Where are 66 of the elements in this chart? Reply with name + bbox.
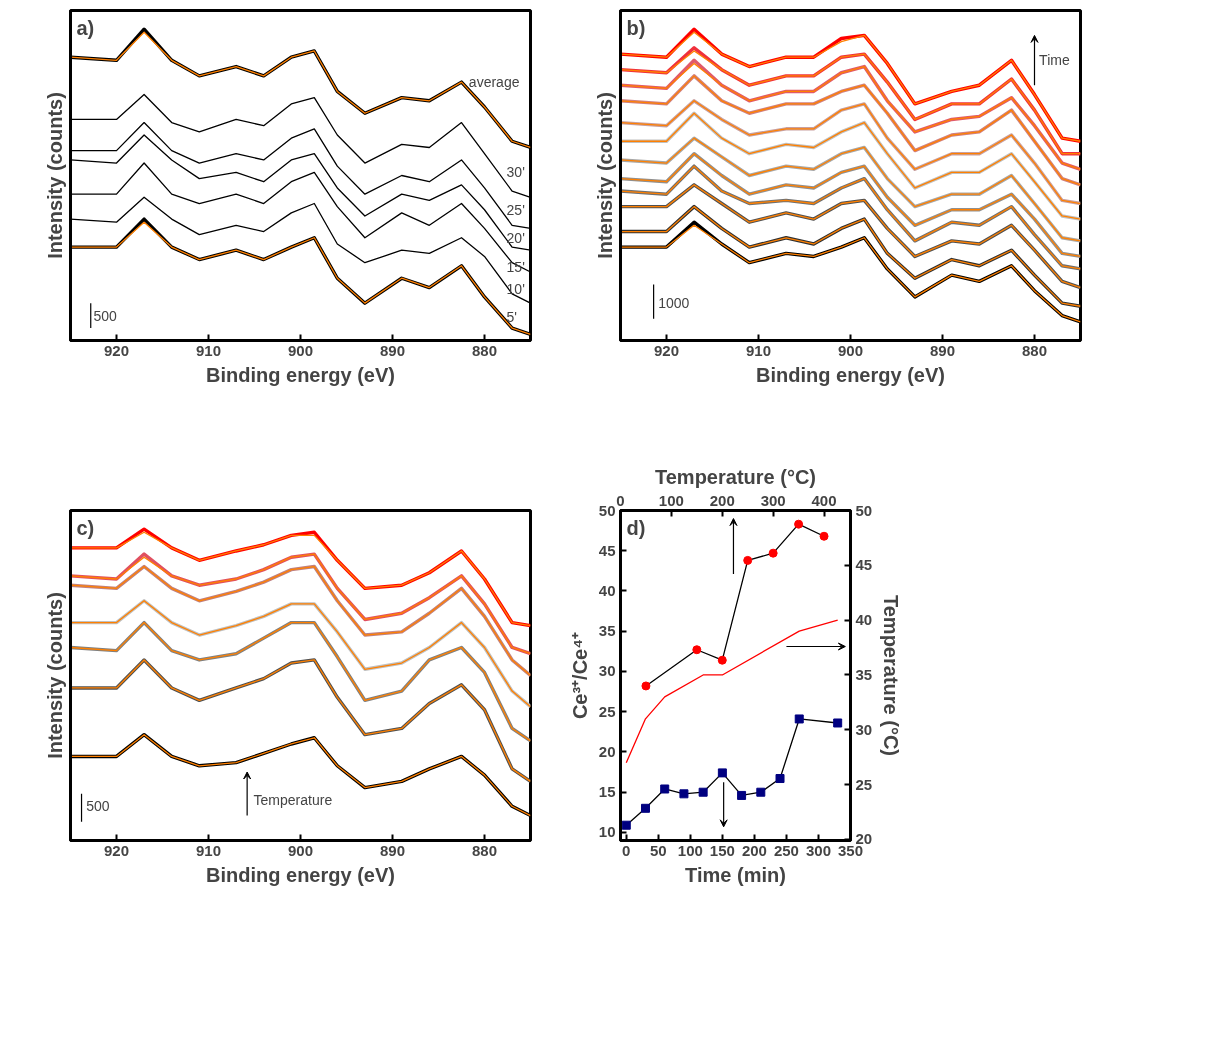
annotation: 5' <box>506 309 518 326</box>
x-tick-label: 300 <box>805 841 831 859</box>
annotation: 500 <box>93 307 118 324</box>
y-tick-label: 45 <box>598 541 616 559</box>
annotation: Time <box>1039 52 1070 69</box>
x-tick-label: 920 <box>103 841 130 859</box>
x-tick-label: 880 <box>471 341 498 359</box>
chart-title: d) <box>626 516 646 539</box>
annotation: average <box>468 74 520 91</box>
x-tick-label: 890 <box>929 341 956 359</box>
y-tick-label: 30 <box>598 662 616 680</box>
x2-tick-label: 400 <box>811 491 837 509</box>
x-tick-label: 150 <box>709 841 735 859</box>
x2-axis-title: Temperature (°C) <box>655 465 817 488</box>
x-tick-label: 880 <box>1021 341 1048 359</box>
y2-tick-label: 50 <box>855 501 873 519</box>
y-tick-label: 50 <box>598 501 616 519</box>
x-tick-label: 900 <box>287 841 314 859</box>
x-tick-label: 910 <box>745 341 772 359</box>
y2-tick-label: 40 <box>855 611 873 629</box>
x-tick-label: 920 <box>653 341 680 359</box>
annotation: 1000 <box>658 295 690 312</box>
annotation: 30' <box>506 164 525 181</box>
y-tick-label: 35 <box>598 622 616 640</box>
y-axis-title: Intensity (counts) <box>43 592 66 759</box>
x-tick-label: 250 <box>773 841 799 859</box>
x-axis-title: Binding energy (eV) <box>206 363 395 386</box>
x-tick-label: 910 <box>195 841 222 859</box>
annotation: 500 <box>86 798 110 815</box>
y-axis-title: Intensity (counts) <box>43 92 66 259</box>
x2-tick-label: 200 <box>709 491 735 509</box>
chart-title: c) <box>76 516 95 539</box>
x-axis-title: Binding energy (eV) <box>206 863 395 886</box>
x-tick-label: 880 <box>471 841 498 859</box>
y-tick-label: 20 <box>598 742 616 760</box>
x-axis-title: Binding energy (eV) <box>756 363 945 386</box>
x2-tick-label: 300 <box>760 491 786 509</box>
x-tick-label: 890 <box>379 841 406 859</box>
x-tick-label: 0 <box>622 841 631 859</box>
x-tick-label: 900 <box>837 341 864 359</box>
annotation: 25' <box>506 201 525 218</box>
y-tick-label: 10 <box>598 823 616 841</box>
annotation: 20' <box>506 229 525 246</box>
y2-tick-label: 45 <box>855 556 873 574</box>
y2-tick-label: 35 <box>855 665 873 683</box>
y-tick-label: 25 <box>598 702 616 720</box>
x2-tick-label: 100 <box>658 491 684 509</box>
x-tick-label: 920 <box>103 341 130 359</box>
x-tick-label: 100 <box>677 841 703 859</box>
chart-title: b) <box>626 16 646 39</box>
y2-axis-title: Temperature (°C) <box>880 595 903 757</box>
chart-title: a) <box>76 16 95 39</box>
x-tick-label: 50 <box>649 841 667 859</box>
y-tick-label: 15 <box>598 783 616 801</box>
y2-tick-label: 30 <box>855 720 873 738</box>
y-axis-title: Intensity (counts) <box>593 92 616 259</box>
x2-tick-label: 0 <box>616 491 625 509</box>
y-tick-label: 40 <box>598 581 616 599</box>
x-axis-title: Time (min) <box>685 863 786 886</box>
annotation: Temperature <box>253 792 333 809</box>
y-axis-title: Ce³⁺/Ce⁴⁺ <box>568 631 591 720</box>
x-tick-label: 890 <box>379 341 406 359</box>
y2-tick-label: 25 <box>855 775 873 793</box>
x-tick-label: 200 <box>741 841 767 859</box>
x-tick-label: 900 <box>287 341 314 359</box>
x-tick-label: 910 <box>195 341 222 359</box>
